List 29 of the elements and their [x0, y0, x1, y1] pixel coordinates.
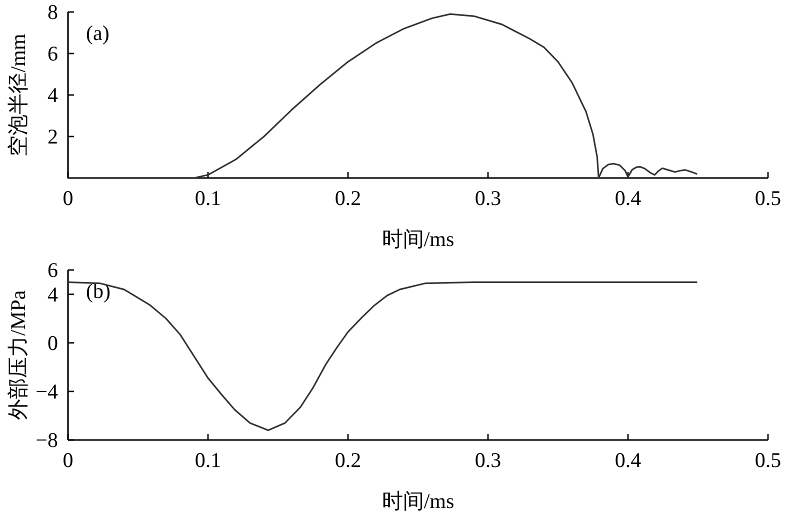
y-axis-title: 外部压力/MPa — [6, 290, 30, 420]
x-tick-label: 0.1 — [194, 186, 222, 210]
x-tick-label: 0.5 — [754, 186, 782, 210]
x-tick-label: 0.2 — [334, 186, 362, 210]
x-tick-label: 0.4 — [614, 186, 642, 210]
y-tick-label: 6 — [48, 258, 58, 282]
x-tick-label: 0.2 — [334, 448, 362, 472]
x-tick-label: 0.5 — [754, 448, 782, 472]
y-tick-label: −8 — [36, 428, 58, 452]
line-series — [67, 13, 698, 179]
y-tick-label: 2 — [48, 124, 58, 148]
y-tick-label: −4 — [36, 379, 58, 404]
y-tick-label: 4 — [48, 282, 58, 306]
annotation: (b) — [86, 279, 110, 303]
y-tick-label: 8 — [48, 0, 58, 24]
annotation: (a) — [86, 21, 110, 45]
y-tick-label: 4 — [48, 83, 58, 107]
x-tick-label: 0.3 — [474, 186, 502, 210]
x-tick-label: 0 — [62, 448, 74, 472]
y-axis-title: 空泡半径/mm — [6, 34, 30, 156]
x-tick-label: 0.3 — [474, 448, 502, 472]
y-tick-label: 6 — [48, 42, 58, 66]
x-tick-label: 0.4 — [614, 448, 642, 472]
x-tick-label: 0.1 — [194, 448, 222, 472]
x-axis-title: 时间/ms — [382, 489, 454, 513]
x-axis-title: 时间/ms — [382, 227, 454, 251]
x-tick-label: 0 — [62, 186, 74, 210]
line-series — [67, 281, 698, 432]
y-tick-label: 0 — [48, 330, 58, 355]
